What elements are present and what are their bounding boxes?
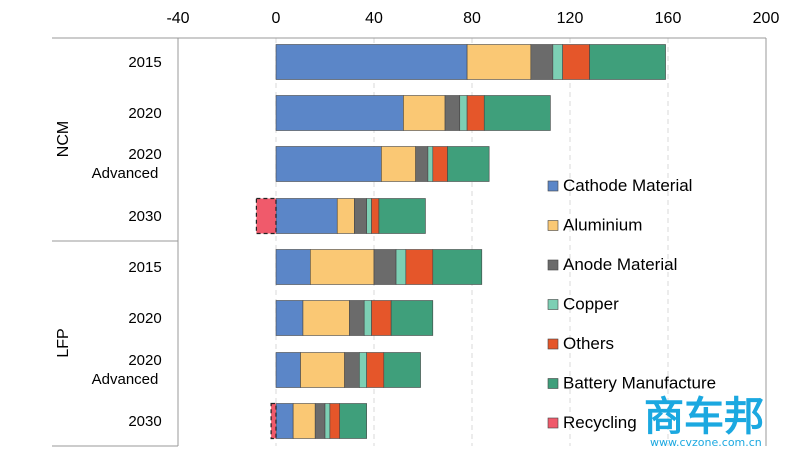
category-label: 2030 <box>128 413 161 430</box>
bar-segment <box>329 403 340 439</box>
category-label: 2020 Advanced <box>92 352 162 388</box>
category-labels: 2015 2020 2020 Advanced 2030 NCM 2015 2020 2020 A… <box>55 54 162 430</box>
legend-entry: Battery Manufacture <box>563 374 716 393</box>
bar-segment <box>459 95 468 131</box>
bar-segment <box>309 249 375 285</box>
bar-segment <box>270 402 277 440</box>
legend-entry: Others <box>563 334 614 353</box>
category-label: 2030 <box>128 208 161 225</box>
bar-segment <box>530 44 554 80</box>
watermark-url: www.cvzone.com.cn <box>650 436 762 449</box>
watermark: 商车邦 www.cvzone.com.cn <box>644 394 764 449</box>
watermark-logo-text: 商车邦 <box>644 394 764 440</box>
legend: Cathode Material Aluminium Anode Material C… <box>547 176 716 432</box>
legend-swatch <box>547 338 559 350</box>
x-tick-label: 80 <box>463 10 481 27</box>
legend-swatch <box>547 378 559 389</box>
x-tick-label: 40 <box>365 10 383 27</box>
group-label: LFP <box>55 328 72 357</box>
x-tick-label: 120 <box>557 10 584 27</box>
legend-swatch <box>547 220 559 231</box>
bar-segment <box>552 44 563 80</box>
legend-entry: Cathode Material <box>563 176 692 195</box>
bar-segment <box>314 403 326 439</box>
bar-segment <box>562 44 590 80</box>
legend-entry: Recycling <box>563 413 637 432</box>
bar-segment <box>395 249 407 285</box>
category-label: 2015 <box>128 54 161 71</box>
bar-segment <box>403 95 446 131</box>
group-label: NCM <box>55 121 72 157</box>
category-label: 2020 <box>128 105 161 122</box>
x-tick-label: 200 <box>753 10 780 27</box>
category-label: 2015 <box>128 259 161 276</box>
bar-segment <box>349 300 365 336</box>
bar-segment <box>447 146 490 182</box>
legend-entry: Copper <box>563 295 619 314</box>
bar-segment <box>275 249 311 285</box>
bar-segment <box>275 198 338 234</box>
bar-segment <box>344 352 360 388</box>
bar-segment <box>275 44 468 80</box>
x-tick-label: 160 <box>655 10 682 27</box>
bar-segment <box>415 146 429 182</box>
bar-segment <box>366 198 372 234</box>
x-tick-label: 0 <box>272 10 281 27</box>
bar-segment <box>589 44 666 80</box>
legend-swatch <box>547 259 559 271</box>
bar-segment <box>466 44 532 80</box>
bar-segment <box>427 146 434 182</box>
bar-segment <box>358 352 367 388</box>
bar-segment <box>339 403 367 439</box>
x-tick-label: -40 <box>166 10 189 27</box>
bar-segment <box>432 249 483 285</box>
bar-segment <box>483 95 551 131</box>
bar-segment <box>324 403 331 439</box>
bar-segment <box>432 146 448 182</box>
bar-segment <box>378 198 426 234</box>
x-tick-labels: -40 0 40 80 120 160 200 <box>166 10 779 27</box>
bar-segment <box>255 197 277 235</box>
bar-segment <box>275 300 304 336</box>
category-label: 2020 <box>128 310 161 327</box>
bar-segment <box>371 198 380 234</box>
legend-entry: Aluminium <box>563 216 642 235</box>
legend-entry: Anode Material <box>563 255 677 274</box>
bar-segment <box>275 95 404 131</box>
bar-segment <box>383 352 421 388</box>
bar-segment <box>300 352 345 388</box>
bar-segment <box>292 403 316 439</box>
bar-segment <box>366 352 385 388</box>
bar-segment <box>444 95 461 131</box>
bar-segment <box>405 249 434 285</box>
axes <box>52 37 767 447</box>
bar-segment <box>390 300 434 336</box>
bar-segment <box>354 198 367 234</box>
legend-swatch <box>547 417 559 429</box>
legend-swatch <box>547 299 559 310</box>
bar-segment <box>381 146 416 182</box>
bar-segment <box>371 300 392 336</box>
bar-segment <box>275 146 382 182</box>
bar-segment <box>336 198 355 234</box>
bar-segment <box>302 300 350 336</box>
bar-segment <box>275 352 301 388</box>
bar-segment <box>466 95 485 131</box>
bar-segment <box>373 249 397 285</box>
legend-swatch <box>547 180 559 192</box>
bars <box>255 44 666 440</box>
bar-segment <box>275 403 294 439</box>
category-label: 2020 Advanced <box>92 146 162 182</box>
bar-segment <box>363 300 372 336</box>
